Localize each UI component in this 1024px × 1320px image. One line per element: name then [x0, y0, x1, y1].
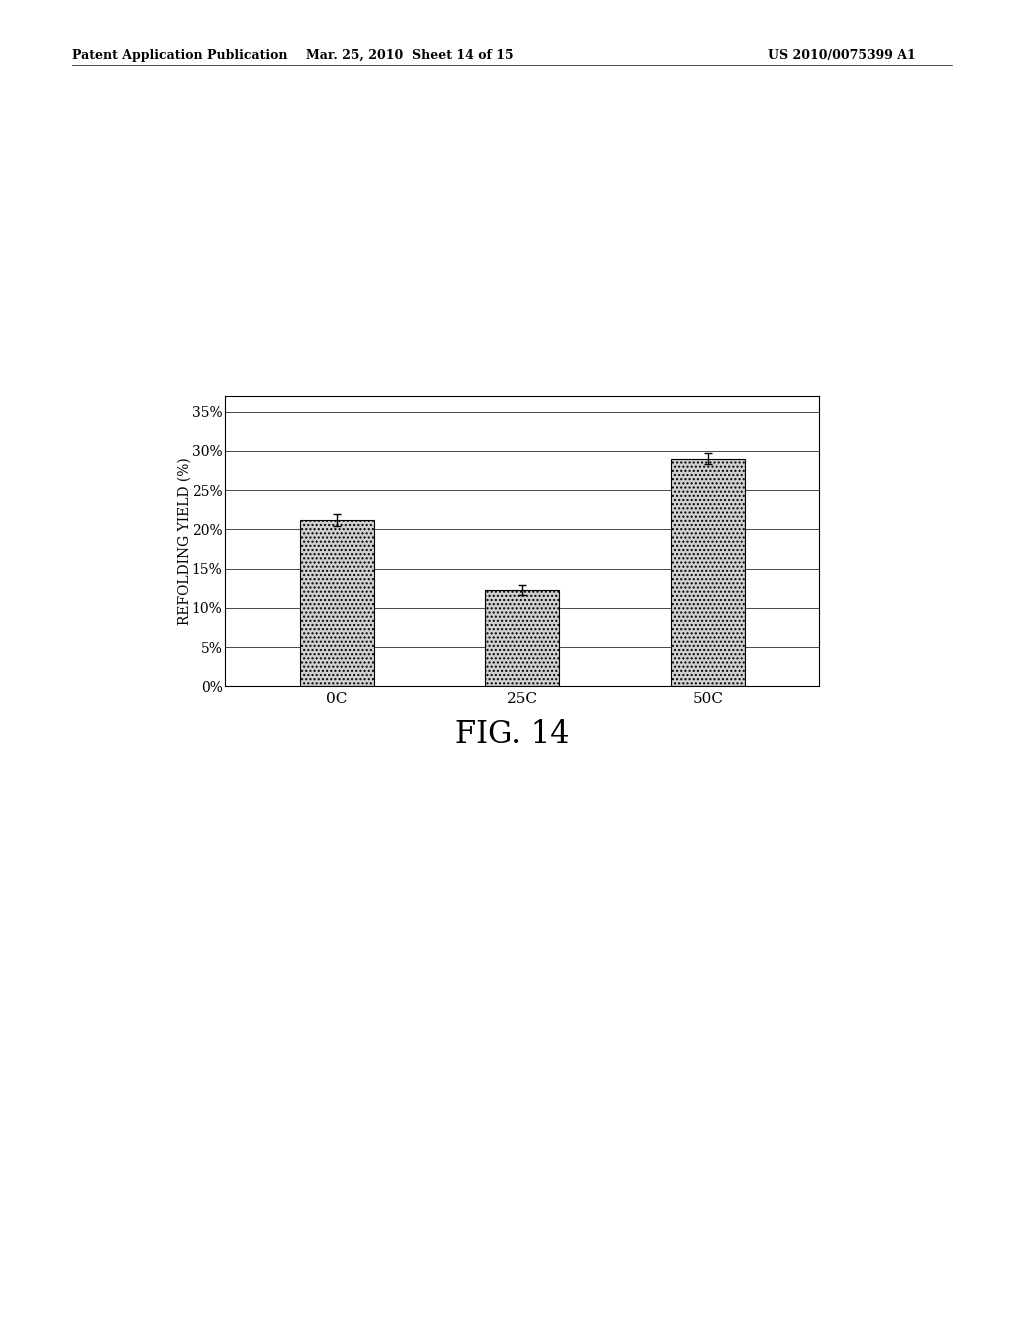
Text: US 2010/0075399 A1: US 2010/0075399 A1	[768, 49, 915, 62]
Bar	[299, 520, 374, 686]
Y-axis label: REFOLDING YIELD (%): REFOLDING YIELD (%)	[178, 457, 191, 626]
Text: FIG. 14: FIG. 14	[455, 719, 569, 750]
Bar	[671, 459, 745, 686]
Text: Mar. 25, 2010  Sheet 14 of 15: Mar. 25, 2010 Sheet 14 of 15	[306, 49, 513, 62]
Bar	[485, 590, 559, 686]
Text: Patent Application Publication: Patent Application Publication	[72, 49, 287, 62]
